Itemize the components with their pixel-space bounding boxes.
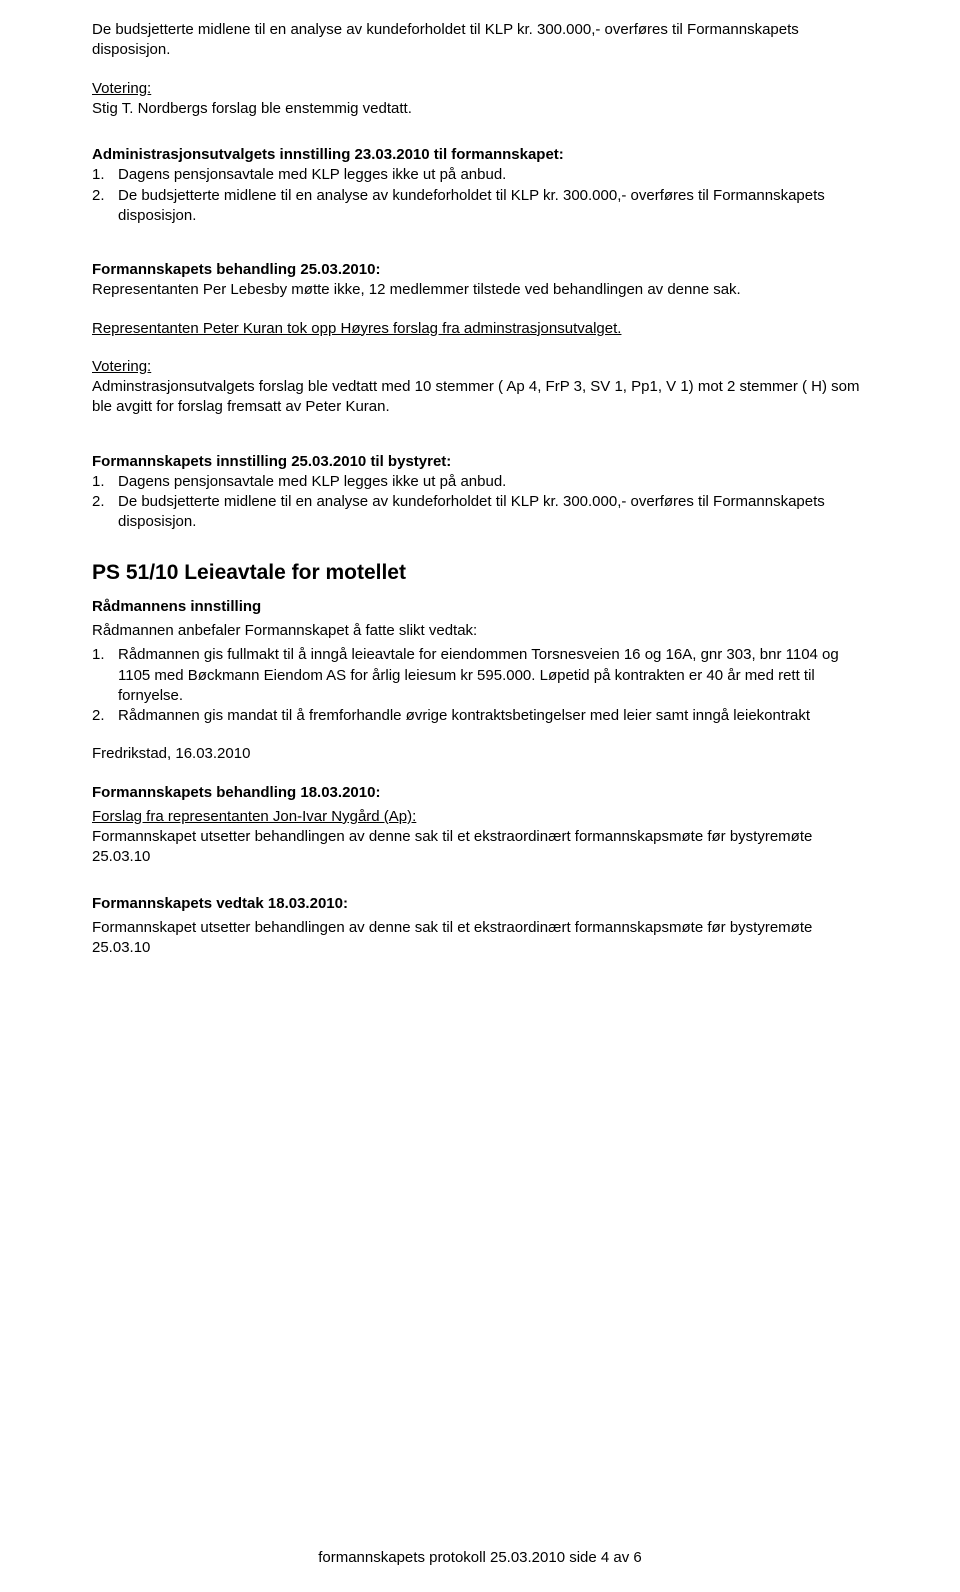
list-number: 1.: [92, 472, 118, 492]
heading-innstilling-bystyret: Formannskapets innstilling 25.03.2010 ti…: [92, 452, 872, 472]
vedtak-text: Formannskapet utsetter behandlingen av d…: [92, 918, 872, 959]
votering-block-2: Votering: Adminstrasjonsutvalgets forsla…: [92, 357, 872, 418]
forslag-text: Formannskapet utsetter behandlingen av d…: [92, 827, 872, 868]
list-item: 1. Dagens pensjonsavtale med KLP legges …: [92, 472, 872, 492]
list-radmann: 1. Rådmannen gis fullmakt til å inngå le…: [92, 645, 872, 726]
list-text: De budsjetterte midlene til en analyse a…: [118, 492, 872, 533]
list-number: 1.: [92, 645, 118, 706]
votering-text: Stig T. Nordbergs forslag ble enstemmig …: [92, 99, 872, 119]
list-text: De budsjetterte midlene til en analyse a…: [118, 186, 872, 227]
list-item: 2. Rådmannen gis mandat til å fremforhan…: [92, 706, 872, 726]
list-number: 1.: [92, 165, 118, 185]
votering-label: Votering:: [92, 79, 872, 99]
list-item: 1. Rådmannen gis fullmakt til å inngå le…: [92, 645, 872, 706]
votering-label: Votering:: [92, 357, 872, 377]
list-number: 2.: [92, 706, 118, 726]
list-item: 1. Dagens pensjonsavtale med KLP legges …: [92, 165, 872, 185]
list-text: Rådmannen gis fullmakt til å inngå leiea…: [118, 645, 872, 706]
heading-ps51: PS 51/10 Leieavtale for motellet: [92, 559, 872, 587]
list-number: 2.: [92, 492, 118, 533]
heading-behandling-2503: Formannskapets behandling 25.03.2010:: [92, 260, 872, 280]
radmann-anbefaler: Rådmannen anbefaler Formannskapet å fatt…: [92, 621, 872, 641]
date-fredrikstad: Fredrikstad, 16.03.2010: [92, 744, 872, 764]
list-item: 2. De budsjetterte midlene til en analys…: [92, 186, 872, 227]
heading-behandling-1803: Formannskapets behandling 18.03.2010:: [92, 783, 872, 803]
heading-admin-innstilling: Administrasjonsutvalgets innstilling 23.…: [92, 145, 872, 165]
list-innstilling-bystyret: 1. Dagens pensjonsavtale med KLP legges …: [92, 472, 872, 533]
list-admin-innstilling: 1. Dagens pensjonsavtale med KLP legges …: [92, 165, 872, 226]
heading-vedtak-1803: Formannskapets vedtak 18.03.2010:: [92, 894, 872, 914]
list-number: 2.: [92, 186, 118, 227]
heading-radmannens-innstilling: Rådmannens innstilling: [92, 597, 872, 617]
intro-paragraph: De budsjetterte midlene til en analyse a…: [92, 20, 872, 61]
page-footer: formannskapets protokoll 25.03.2010 side…: [0, 1548, 960, 1568]
votering-text: Adminstrasjonsutvalgets forslag ble vedt…: [92, 377, 872, 418]
list-item: 2. De budsjetterte midlene til en analys…: [92, 492, 872, 533]
votering-block-1: Votering: Stig T. Nordbergs forslag ble …: [92, 79, 872, 120]
forslag-block: Forslag fra representanten Jon-Ivar Nygå…: [92, 807, 872, 868]
attendance-paragraph: Representanten Per Lebesby møtte ikke, 1…: [92, 280, 872, 300]
list-text: Rådmannen gis mandat til å fremforhandle…: [118, 706, 872, 726]
kuran-note: Representanten Peter Kuran tok opp Høyre…: [92, 319, 872, 339]
list-text: Dagens pensjonsavtale med KLP legges ikk…: [118, 472, 872, 492]
forslag-label: Forslag fra representanten Jon-Ivar Nygå…: [92, 807, 872, 827]
list-text: Dagens pensjonsavtale med KLP legges ikk…: [118, 165, 872, 185]
